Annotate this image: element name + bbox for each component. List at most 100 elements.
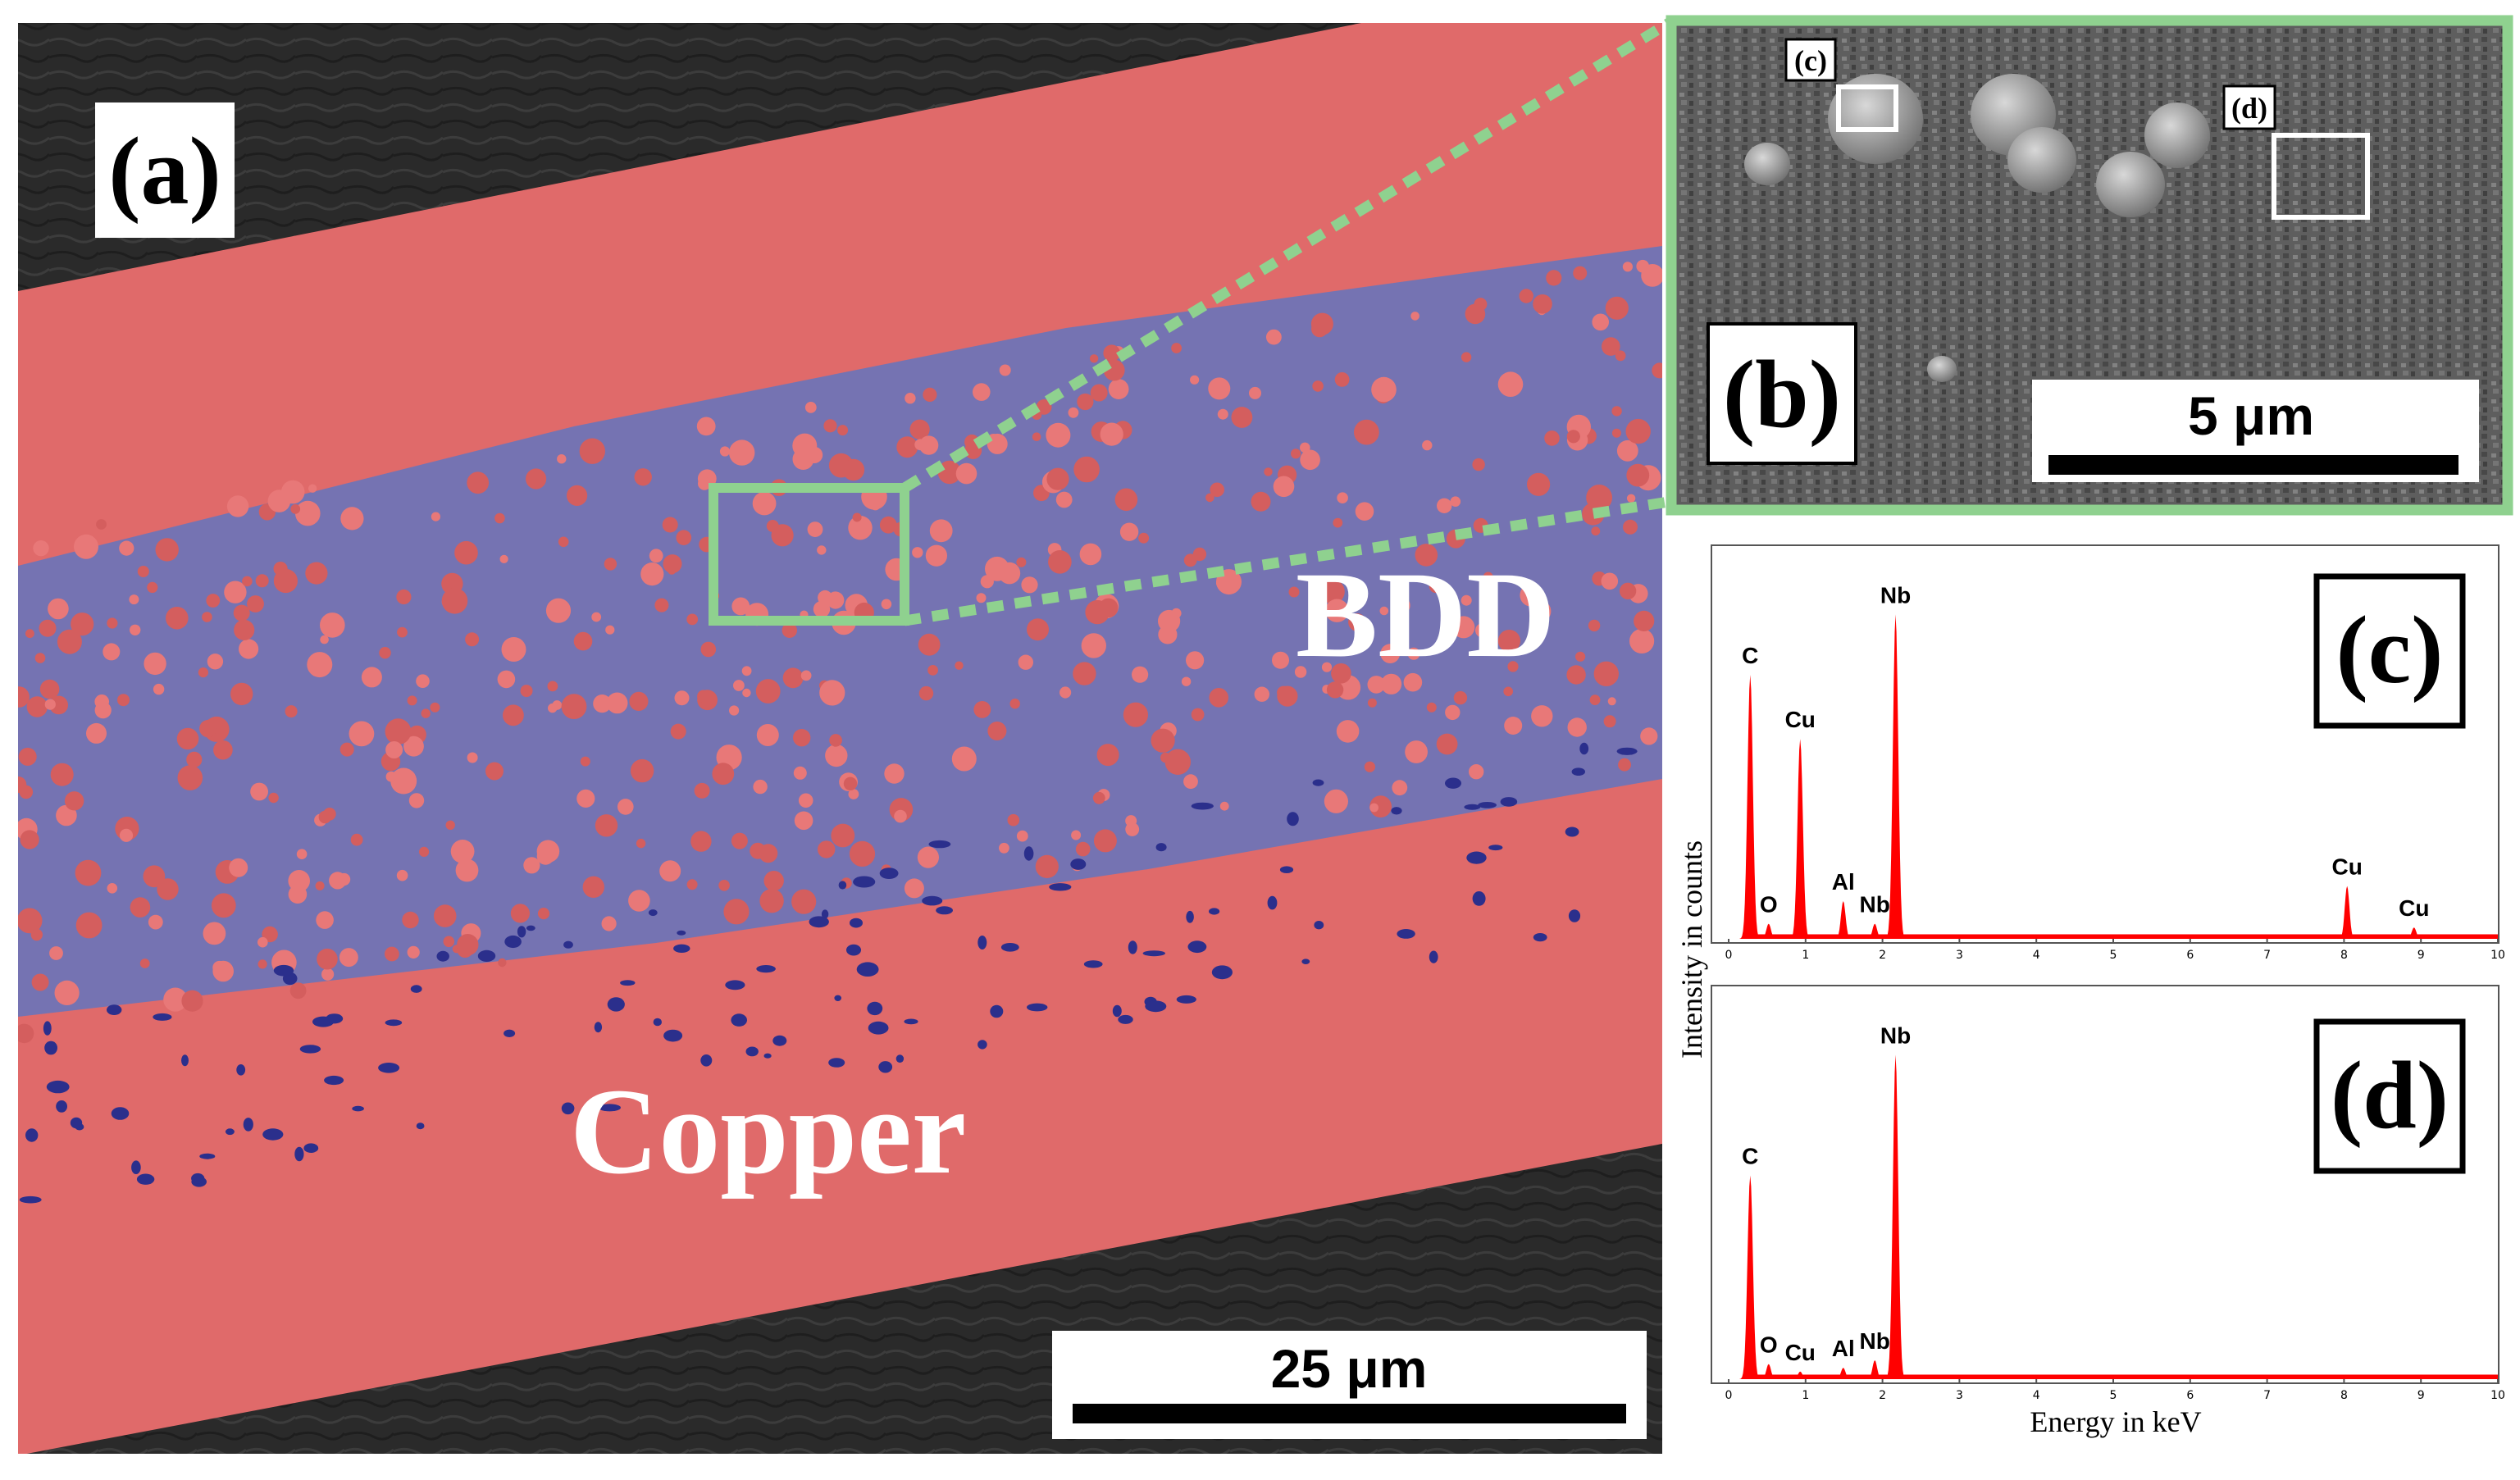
copper-grain xyxy=(1007,813,1020,827)
copper-grain xyxy=(289,982,307,1000)
copper-grain xyxy=(1483,572,1493,582)
copper-grain xyxy=(634,468,652,486)
copper-grain xyxy=(1103,344,1120,362)
pore xyxy=(136,1173,155,1185)
copper-grain xyxy=(421,708,431,718)
peak-o xyxy=(1759,923,1778,939)
pore xyxy=(410,985,422,993)
copper-grain xyxy=(1475,622,1490,638)
pore xyxy=(273,964,294,977)
pore xyxy=(928,840,951,849)
copper-grain xyxy=(320,612,345,638)
copper-grain xyxy=(407,945,420,959)
copper-grain xyxy=(1310,312,1333,335)
copper-grain xyxy=(1125,822,1140,836)
copper-grain xyxy=(1277,685,1291,699)
copper-grain xyxy=(909,419,930,439)
copper-grain xyxy=(1191,708,1205,722)
copper-grain xyxy=(390,767,417,795)
copper-grain xyxy=(416,674,430,688)
copper-grain xyxy=(731,832,748,849)
copper-grain xyxy=(1422,439,1433,451)
pore xyxy=(977,1040,987,1050)
peak-c xyxy=(1739,675,1761,939)
marker-c-tag-box xyxy=(1784,38,1837,82)
pore xyxy=(1155,843,1167,852)
copper-grain xyxy=(698,476,711,490)
pore xyxy=(199,1153,216,1159)
pore xyxy=(772,1035,787,1046)
copper-grain xyxy=(763,871,784,891)
copper-grain xyxy=(49,946,63,960)
copper-grain xyxy=(1160,752,1171,763)
copper-grain xyxy=(257,959,267,969)
panel-a-tag: (a) xyxy=(108,117,221,225)
copper-grain xyxy=(1591,526,1601,536)
pore xyxy=(1211,965,1233,980)
axis-title-y: Intensity in counts xyxy=(1675,840,1708,1059)
copper-grain xyxy=(1016,830,1028,842)
peak-label-cu: Cu xyxy=(2331,854,2362,880)
copper-grain xyxy=(817,545,827,555)
copper-grain xyxy=(694,782,710,799)
copper-grain xyxy=(843,776,858,790)
copper-grain xyxy=(818,840,836,858)
copper-grain xyxy=(729,705,740,716)
copper-grain xyxy=(418,846,430,857)
pore xyxy=(236,1064,246,1076)
copper-grain xyxy=(1622,262,1633,272)
pore xyxy=(594,1022,603,1033)
copper-grain xyxy=(985,556,1009,581)
copper-grain xyxy=(39,679,60,699)
x-tick-label: 5 xyxy=(2110,949,2117,962)
pore xyxy=(1083,960,1103,968)
copper-grain xyxy=(30,928,43,941)
copper-grain xyxy=(1217,408,1228,420)
copper-grain xyxy=(1272,651,1289,669)
copper-grain xyxy=(455,858,479,882)
copper-grain xyxy=(1533,294,1552,314)
copper-grain xyxy=(904,878,924,899)
copper-grain xyxy=(686,613,699,626)
copper-grain xyxy=(1100,422,1123,446)
scale-bar-a-label: 25 μm xyxy=(1271,1338,1428,1399)
copper-grain xyxy=(1348,613,1366,631)
eds-c-tag: (c) xyxy=(2336,596,2444,704)
copper-grain xyxy=(1453,690,1468,705)
copper-grain xyxy=(315,881,325,890)
marker-c-region xyxy=(1836,84,1898,132)
peak-cu xyxy=(2337,886,2357,939)
copper-grain xyxy=(837,425,849,436)
pore xyxy=(1301,959,1310,964)
copper-grain xyxy=(18,686,30,708)
copper-grain xyxy=(1077,393,1094,411)
copper-grain xyxy=(285,705,298,718)
pore xyxy=(853,876,876,888)
copper-grain xyxy=(1138,532,1150,544)
copper-grain xyxy=(1035,854,1059,878)
copper-grain xyxy=(267,490,291,512)
copper-grain xyxy=(19,785,34,799)
copper-grain xyxy=(827,591,845,609)
copper-grain xyxy=(548,703,558,713)
pore xyxy=(1287,812,1299,827)
pore xyxy=(191,1173,205,1184)
copper-grain xyxy=(26,696,48,717)
copper-grain xyxy=(1503,686,1513,697)
copper-grain xyxy=(964,434,980,450)
copper-grain xyxy=(881,599,892,610)
x-tick-label: 8 xyxy=(2340,949,2348,962)
copper-grain xyxy=(536,840,560,863)
copper-grain xyxy=(1016,557,1027,567)
copper-grain xyxy=(1055,491,1073,508)
copper-grain xyxy=(1546,270,1562,286)
copper-grain xyxy=(1507,661,1519,672)
copper-grain xyxy=(686,879,698,890)
copper-grain xyxy=(1652,362,1662,379)
copper-grain xyxy=(640,562,664,586)
pore xyxy=(1312,779,1324,786)
copper-grain xyxy=(257,936,268,948)
copper-grain xyxy=(385,718,412,745)
x-tick-label: 8 xyxy=(2340,1389,2348,1402)
